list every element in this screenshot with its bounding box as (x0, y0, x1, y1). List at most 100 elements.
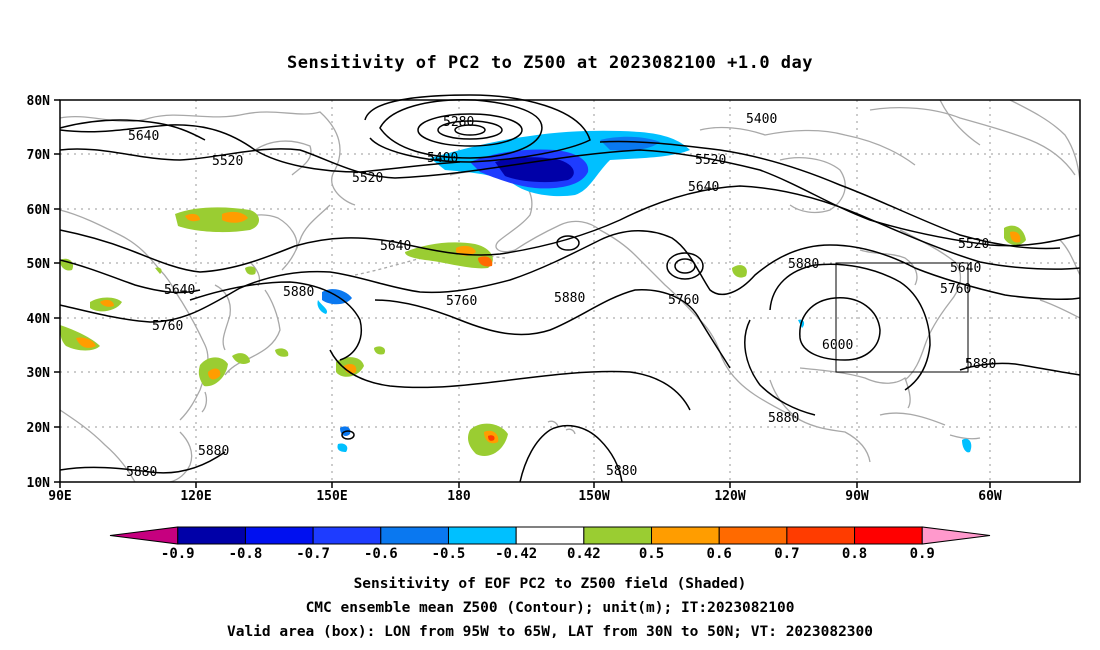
contour-label: 6000 (822, 338, 853, 353)
colorbar-extend-high (921, 526, 991, 545)
sensitivity-shading (60, 130, 1026, 456)
lon-tick-label: 180 (447, 489, 471, 504)
z500-contours (59, 94, 1081, 483)
colorbar-swatch (380, 526, 449, 545)
shade-neg-small-5 (962, 438, 972, 453)
contour-label: 5640 (950, 261, 981, 276)
map-frame (59, 99, 1081, 483)
shade-pos-14 (275, 348, 289, 357)
colorbar-tick-label: -0.9 (161, 546, 195, 562)
lat-tick-label: 30N (27, 366, 51, 381)
valid-area-box (835, 262, 969, 373)
lat-tick-label: 50N (27, 257, 51, 272)
shade-pos-11-core (1010, 231, 1021, 243)
lon-tick-label: 150E (316, 489, 347, 504)
contour-label: 5640 (688, 180, 719, 195)
lon-tick-labels: 90E 120E 150E 180 150W 120W 90W 60W (48, 489, 1002, 504)
lon-tick-label: 150W (578, 489, 609, 504)
shade-pos-10-hot (488, 435, 495, 441)
lat-tick-label: 80N (27, 94, 51, 109)
shade-pos-9 (374, 346, 386, 355)
shade-pos-15 (155, 267, 162, 274)
contour-label: 5880 (606, 464, 637, 479)
contour-label: 5640 (128, 129, 159, 144)
lat-tick-label: 70N (27, 148, 51, 163)
lat-tick-label: 20N (27, 421, 51, 436)
contour-label: 5760 (940, 282, 971, 297)
contour-label: 5880 (768, 411, 799, 426)
shade-pos-7 (232, 353, 250, 364)
axis-ticks (54, 99, 991, 488)
contour-label: 5280 (443, 115, 474, 130)
colorbar-tick-label: 0.8 (842, 546, 867, 562)
shade-pos-6-core (208, 368, 221, 380)
lon-tick-label: 120W (714, 489, 745, 504)
shade-neg-core-2 (495, 157, 574, 183)
coastlines (59, 99, 1081, 483)
lat-tick-label: 10N (27, 476, 51, 491)
shade-pos-13 (245, 266, 256, 275)
shade-pos-5 (60, 258, 74, 271)
colorbar-swatch (718, 526, 788, 545)
colorbar-swatch (244, 526, 314, 545)
contour-label: 5520 (695, 153, 726, 168)
map-panel: 5640 5520 5520 5280 5400 5400 5520 5640 … (59, 94, 1081, 483)
contour-label: 5880 (198, 444, 229, 459)
shade-neg-patch (600, 136, 660, 151)
colorbar-swatch (583, 526, 653, 545)
colorbar-tick-label: -0.5 (432, 546, 466, 562)
colorbar-tick-label: -0.42 (495, 546, 537, 562)
figure-title: Sensitivity of PC2 to Z500 at 2023082100… (287, 53, 813, 73)
shade-pos-1b (185, 213, 200, 222)
contour-label: 5520 (958, 237, 989, 252)
colorbar-swatch (854, 526, 923, 545)
colorbar-swatch (312, 526, 382, 545)
caption-line-2: CMC ensemble mean Z500 (Contour); unit(m… (306, 600, 795, 616)
shade-pos-12 (732, 265, 747, 278)
contour-label: 5880 (283, 285, 314, 300)
shade-pos-2-core (456, 245, 476, 256)
colorbar-swatch (515, 526, 585, 545)
colorbar-swatch (651, 526, 720, 545)
shade-neg-small-4 (337, 443, 348, 452)
shade-pos-1 (175, 207, 259, 233)
contour-label: 5640 (164, 283, 195, 298)
colorbar-tick-label: -0.6 (364, 546, 398, 562)
contour-label: 5400 (746, 112, 777, 127)
contour-label: 5880 (788, 257, 819, 272)
lat-tick-label: 60N (27, 203, 51, 218)
colorbar-tick-label: 0.5 (639, 546, 664, 562)
shade-pos-4-core (76, 337, 96, 348)
colorbar-tick-label: 0.6 (707, 546, 732, 562)
caption: Sensitivity of EOF PC2 to Z500 field (Sh… (227, 576, 873, 640)
colorbar-swatch (177, 526, 246, 545)
colorbar-tick-label: -0.7 (296, 546, 330, 562)
contour-label: 5640 (380, 239, 411, 254)
lon-tick-label: 90W (845, 489, 869, 504)
lon-tick-label: 90E (48, 489, 71, 504)
contour-label: 5400 (427, 151, 458, 166)
contour-label: 5880 (554, 291, 585, 306)
contour-label: 5760 (446, 294, 477, 309)
colorbar (109, 526, 991, 545)
colorbar-swatch (447, 526, 517, 545)
shade-pos-3-core (100, 299, 114, 307)
colorbar-labels: -0.9 -0.8 -0.7 -0.6 -0.5 -0.42 0.42 0.5 0.6 0.7 0.… (161, 546, 935, 562)
lat-tick-labels: 80N 70N 60N 50N 40N 30N 20N 10N (27, 94, 51, 491)
contour-label: 5880 (126, 465, 157, 480)
caption-line-3: Valid area (box): LON from 95W to 65W, L… (227, 624, 873, 640)
shade-pos-2b (478, 256, 493, 267)
contour-labels: 5640 5520 5520 5280 5400 5400 5520 5640 … (126, 112, 996, 480)
lon-tick-label: 120E (180, 489, 211, 504)
colorbar-tick-label: -0.8 (229, 546, 263, 562)
colorbar-tick-label: 0.7 (774, 546, 799, 562)
shade-pos-1-core (222, 211, 248, 223)
contour-label: 5760 (152, 319, 183, 334)
lat-tick-label: 40N (27, 312, 51, 327)
colorbar-swatch (786, 526, 856, 545)
lon-tick-label: 60W (978, 489, 1002, 504)
colorbar-tick-label: 0.42 (567, 546, 601, 562)
caption-line-1: Sensitivity of EOF PC2 to Z500 field (Sh… (354, 576, 747, 592)
contour-label: 5520 (352, 171, 383, 186)
